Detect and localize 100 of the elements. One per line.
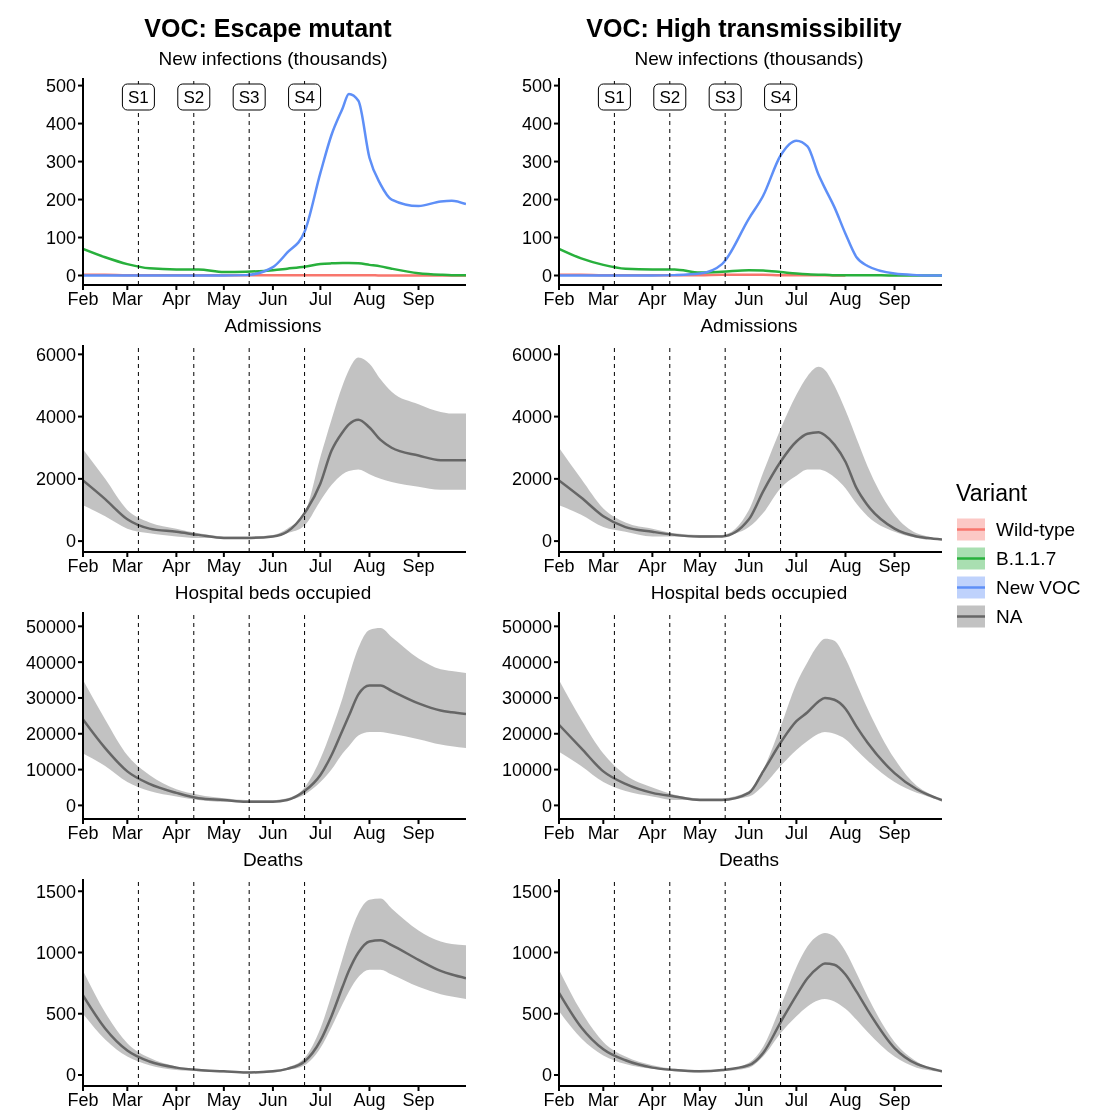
y-tick-label: 2000: [511, 469, 552, 490]
x-tick-label: May: [206, 288, 241, 309]
y-tick-label: 20000: [25, 724, 76, 745]
y-tick-label: 10000: [501, 759, 552, 780]
x-tick-label: Feb: [67, 1089, 99, 1110]
x-tick-label: Jul: [308, 288, 332, 309]
x-tick-label: Aug: [829, 555, 862, 576]
x-tick-label: Aug: [829, 822, 862, 843]
x-tick-label: May: [682, 1089, 717, 1110]
x-tick-label: Mar: [587, 555, 619, 576]
chart-subtitle: Admissions: [699, 315, 799, 337]
y-tick-label: 0: [65, 1065, 76, 1086]
y-tick-label: 0: [541, 265, 552, 286]
x-tick-label: Jul: [308, 822, 332, 843]
x-tick-label: Sep: [402, 288, 435, 309]
x-tick-label: Feb: [67, 555, 99, 576]
legend-label: New VOC: [996, 576, 1081, 598]
x-tick-label: Jun: [258, 555, 288, 576]
ref-line-label: S1: [603, 88, 625, 107]
chart-subtitle: Hospital beds occupied: [173, 582, 373, 604]
x-tick-label: Apr: [638, 555, 667, 576]
x-tick-label: Jul: [784, 822, 808, 843]
x-tick-label: Feb: [67, 822, 99, 843]
x-tick-label: May: [206, 822, 241, 843]
y-tick-label: 6000: [35, 344, 76, 365]
chart-title: VOC: Escape mutant: [143, 13, 393, 44]
chart-subtitle: New infections (thousands): [633, 48, 865, 70]
x-tick-label: Jul: [784, 1089, 808, 1110]
y-tick-label: 6000: [511, 344, 552, 365]
x-tick-label: Feb: [543, 555, 575, 576]
x-tick-label: May: [682, 822, 717, 843]
x-tick-label: Feb: [543, 822, 575, 843]
y-tick-label: 4000: [35, 406, 76, 427]
x-tick-label: Mar: [111, 555, 143, 576]
y-tick-label: 300: [521, 151, 552, 172]
x-tick-label: Jun: [258, 288, 288, 309]
x-tick-label: Aug: [829, 1089, 862, 1110]
y-tick-label: 1000: [511, 942, 552, 963]
y-tick-label: 500: [521, 75, 552, 96]
y-tick-label: 200: [521, 189, 552, 210]
y-tick-label: 1500: [511, 881, 552, 902]
x-tick-label: May: [682, 288, 717, 309]
x-tick-label: Mar: [111, 822, 143, 843]
y-tick-label: 100: [45, 227, 76, 248]
x-tick-label: Sep: [878, 1089, 911, 1110]
x-tick-label: Apr: [162, 1089, 191, 1110]
x-tick-label: Apr: [638, 1089, 667, 1110]
x-tick-label: Jul: [784, 555, 808, 576]
y-tick-label: 500: [45, 1004, 76, 1025]
x-tick-label: May: [682, 555, 717, 576]
ref-line-label: S2: [183, 88, 205, 107]
x-tick-label: Jun: [734, 1089, 764, 1110]
legend-label: B.1.1.7: [996, 547, 1057, 569]
y-tick-label: 500: [521, 1004, 552, 1025]
y-tick-label: 4000: [511, 406, 552, 427]
y-tick-label: 40000: [501, 652, 552, 673]
x-tick-label: Jun: [734, 288, 764, 309]
legend-label: Wild-type: [996, 518, 1076, 540]
y-tick-label: 20000: [501, 724, 552, 745]
x-tick-label: Aug: [353, 822, 386, 843]
y-tick-label: 400: [45, 113, 76, 134]
y-tick-label: 0: [65, 531, 76, 552]
x-tick-label: Jul: [308, 1089, 332, 1110]
y-tick-label: 0: [541, 795, 552, 816]
ref-line-label: S2: [659, 88, 681, 107]
ref-line-label: S4: [294, 88, 315, 107]
y-tick-label: 2000: [35, 469, 76, 490]
x-tick-label: Sep: [878, 822, 911, 843]
ref-line-label: S3: [714, 88, 736, 107]
x-tick-label: Jun: [258, 822, 288, 843]
ref-line-label: S4: [770, 88, 791, 107]
x-tick-label: Feb: [543, 1089, 575, 1110]
y-tick-label: 40000: [25, 652, 76, 673]
x-tick-label: Mar: [587, 1089, 619, 1110]
y-tick-label: 300: [45, 151, 76, 172]
y-tick-label: 200: [45, 189, 76, 210]
chart-subtitle: Deaths: [717, 849, 781, 871]
x-tick-label: Jun: [258, 1089, 288, 1110]
ref-line-label: S3: [238, 88, 260, 107]
x-tick-label: Jul: [308, 555, 332, 576]
x-tick-label: Sep: [402, 1089, 435, 1110]
x-tick-label: Mar: [587, 822, 619, 843]
y-tick-label: 500: [45, 75, 76, 96]
x-tick-label: Apr: [162, 555, 191, 576]
x-tick-label: Apr: [638, 288, 667, 309]
x-tick-label: Sep: [878, 288, 911, 309]
x-tick-label: Sep: [878, 555, 911, 576]
y-tick-label: 30000: [25, 688, 76, 709]
y-tick-label: 400: [521, 113, 552, 134]
x-tick-label: Mar: [587, 288, 619, 309]
x-tick-label: Apr: [638, 822, 667, 843]
y-tick-label: 50000: [501, 616, 552, 637]
chart-title: VOC: High transmissibility: [585, 13, 903, 44]
x-tick-label: Jun: [734, 555, 764, 576]
y-tick-label: 10000: [25, 759, 76, 780]
ref-line-label: S1: [127, 88, 149, 107]
x-tick-label: Mar: [111, 288, 143, 309]
x-tick-label: Aug: [353, 1089, 386, 1110]
chart-subtitle: Deaths: [241, 849, 305, 871]
y-tick-label: 100: [521, 227, 552, 248]
